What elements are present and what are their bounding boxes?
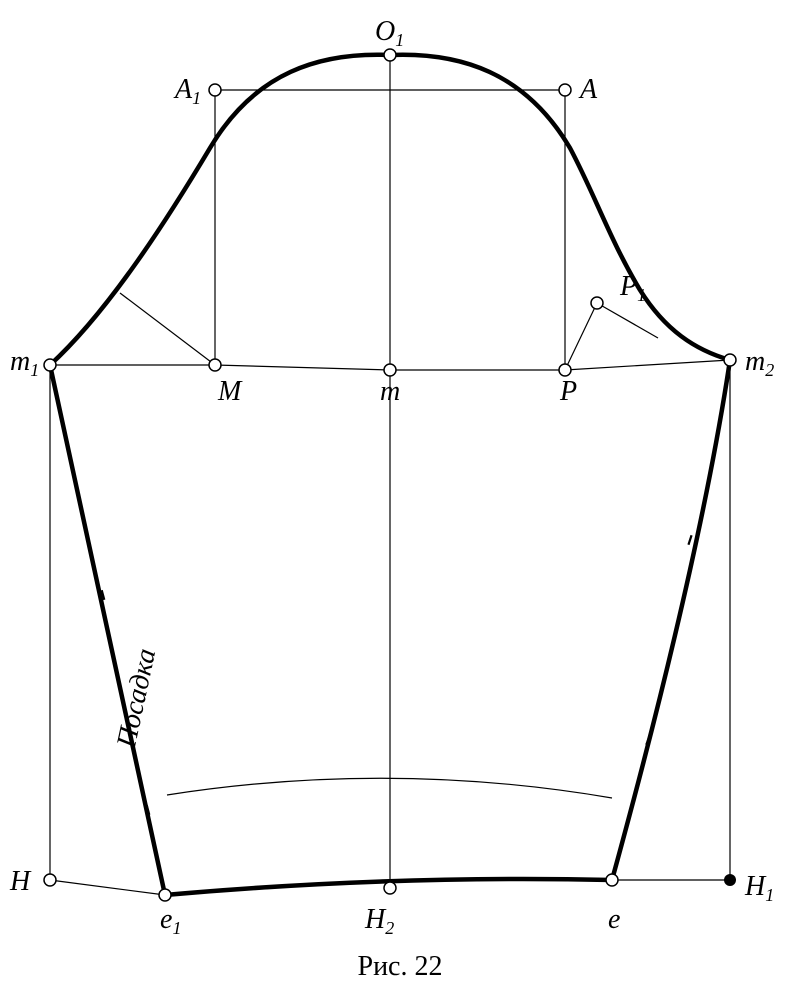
pattern-outline	[50, 365, 165, 895]
point-A	[559, 84, 571, 96]
label-e: e	[608, 904, 620, 935]
label-m1: m1	[10, 346, 39, 380]
construction-line	[565, 360, 730, 370]
figure-caption: Рис. 22	[358, 951, 443, 982]
label-m: m	[380, 376, 400, 407]
label-A1: A1	[173, 74, 201, 108]
label-e1: e1	[160, 904, 181, 938]
point-m1	[44, 359, 56, 371]
label-O1: O1	[375, 16, 404, 50]
label-H: H	[9, 866, 32, 897]
construction-line	[120, 293, 215, 365]
label-P1: P1	[619, 271, 646, 305]
construction-line	[597, 303, 658, 338]
label-M: M	[217, 376, 243, 407]
point-e	[606, 874, 618, 886]
point-H1	[724, 874, 736, 886]
point-A1	[209, 84, 221, 96]
construction-line	[50, 880, 165, 895]
posadka-label: Посадка	[111, 646, 162, 752]
sleeve-pattern-diagram: O1 A1 A P1 m1 Mm Pm2 He1 H2 e H1 Посадка Рис. 22	[0, 0, 800, 1003]
construction-line	[565, 303, 597, 370]
label-H1: H1	[744, 871, 774, 905]
notch-mark	[688, 535, 691, 545]
label-A: A	[578, 74, 598, 105]
point-m	[384, 364, 396, 376]
point-P1	[591, 297, 603, 309]
point-O1	[384, 49, 396, 61]
label-P: P	[559, 376, 577, 407]
point-M	[209, 359, 221, 371]
point-e1	[159, 889, 171, 901]
point-P	[559, 364, 571, 376]
label-H2: H2	[364, 904, 394, 938]
label-m2: m2	[745, 346, 774, 380]
point-H	[44, 874, 56, 886]
point-H2	[384, 882, 396, 894]
point-m2	[724, 354, 736, 366]
pattern-outline	[612, 360, 730, 880]
construction-line	[215, 365, 390, 370]
